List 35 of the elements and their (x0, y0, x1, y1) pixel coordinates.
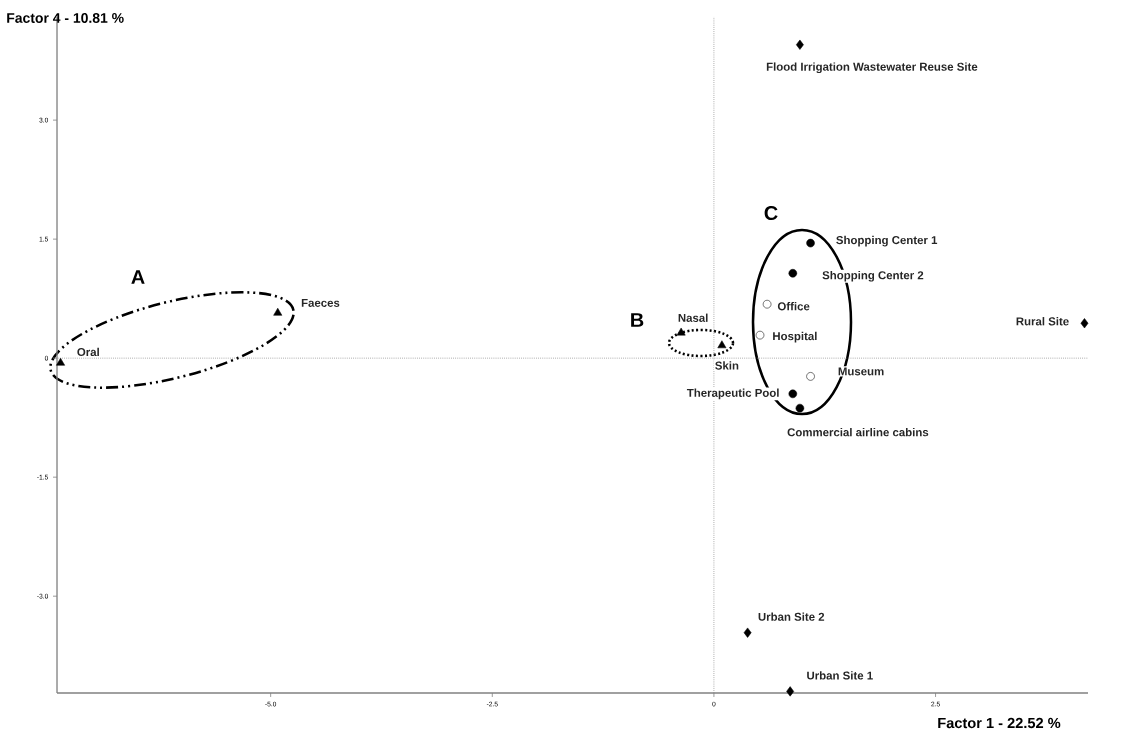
point (676, 327, 686, 336)
annotation: Urban Site 2 (758, 612, 825, 621)
point (795, 403, 805, 413)
y-axis-title: Factor 4 - 10.81 % (7, 13, 124, 23)
annotation: Oral (77, 347, 99, 357)
annotation: B (631, 313, 644, 327)
point (755, 330, 765, 340)
point (786, 686, 795, 697)
annotation: Hospital (773, 331, 817, 343)
annotation: Nasal (678, 313, 708, 322)
annotation: Commercial airline cabins (787, 427, 929, 437)
point (788, 269, 798, 278)
annotation: Rural Site (1016, 317, 1069, 326)
annotation: A (131, 270, 145, 284)
point (762, 299, 772, 309)
annotation: Office (777, 302, 810, 311)
annotation: Museum (838, 367, 884, 376)
annotation: C (764, 205, 778, 221)
point (788, 389, 798, 399)
annotation: Shopping Center 1 (836, 235, 938, 247)
annotation: Skin (715, 361, 739, 370)
annotation: Urban Site 1 (807, 671, 873, 680)
annotation: Shopping Center 2 (822, 270, 924, 282)
point (1080, 318, 1089, 329)
point (796, 39, 804, 50)
x-axis-title: Factor 1 - 22.52 % (938, 717, 1061, 729)
annotation: Therapeutic Pool (686, 388, 779, 400)
point (806, 372, 815, 381)
annotation: Faeces (301, 298, 340, 307)
point (273, 307, 283, 316)
point (717, 340, 727, 349)
point (743, 627, 752, 638)
annotation: Flood Irrigation Wastewater Reuse Site (766, 62, 978, 74)
point (806, 238, 815, 248)
point (56, 357, 65, 366)
